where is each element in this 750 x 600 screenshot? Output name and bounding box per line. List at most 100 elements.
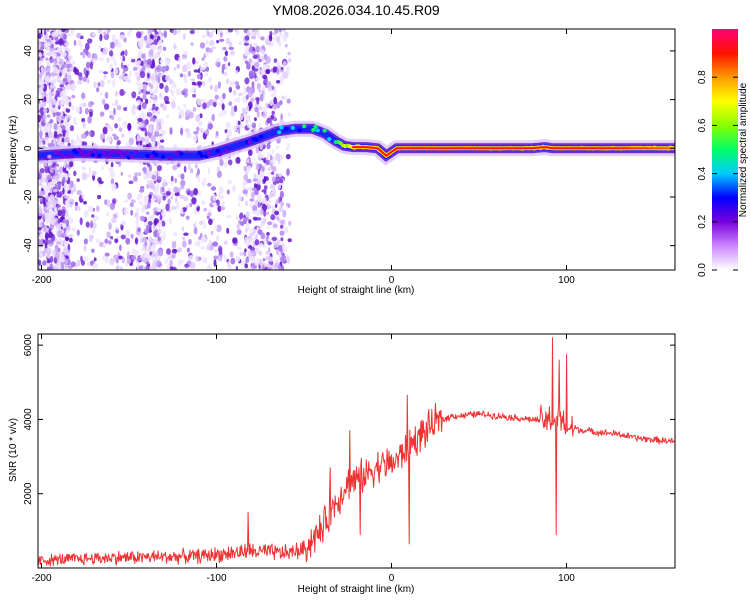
spectral-energy-dot [266,263,271,268]
spectral-energy-dot [61,129,67,134]
spectral-energy-dot [39,79,45,86]
spectral-energy-dot [166,263,170,270]
spectral-energy-dot [130,199,136,204]
spectral-energy-dot [61,172,68,178]
spectral-energy-dot [244,216,249,222]
spectral-energy-dot [137,60,142,64]
spectral-energy-dot [237,120,241,125]
spectral-energy-dot [259,93,264,102]
spectral-energy-dot [179,194,185,200]
ridge-amplitude-dot [69,154,75,159]
spectral-energy-dot [170,180,174,186]
spectral-energy-dot [283,227,289,234]
spectral-energy-dot [244,60,249,64]
spectral-energy-dot [227,180,233,185]
spectral-energy-dot [263,209,267,217]
spectral-energy-dot [193,130,199,135]
spectral-energy-dot [230,257,236,265]
spectral-energy-dot [38,32,42,40]
spectral-energy-dot [140,123,145,129]
spectral-energy-dot [269,35,273,42]
spectral-energy-dot [74,201,79,206]
spectral-energy-dot [152,109,156,115]
spectral-energy-dot [184,76,187,81]
spectral-energy-dot [82,121,86,129]
colorbar-tick-label: 0.4 [697,166,708,180]
spectral-energy-dot [180,112,185,119]
spectral-energy-dot [271,176,276,183]
spectral-energy-dot [145,211,150,215]
spectral-energy-dot [59,258,65,263]
spectral-energy-dot [237,92,243,97]
spectral-energy-dot [158,95,164,100]
spectral-energy-dot [236,29,240,36]
spectral-energy-dot [114,68,119,75]
spectral-energy-dot [171,248,177,254]
spectral-energy-dot [158,263,163,267]
spectral-energy-dot [171,252,176,259]
spectral-energy-dot [161,210,166,218]
spectral-energy-dot [166,115,170,119]
spectral-energy-dot [214,225,218,230]
spectral-energy-dot [148,215,152,220]
spectral-energy-dot [100,57,104,62]
spectral-energy-dot [128,70,132,78]
spectral-energy-dot [269,193,276,197]
spectral-energy-dot [218,186,224,195]
spectral-energy-dot [265,256,270,261]
spectral-energy-dot [155,81,159,90]
spectral-energy-dot [230,50,235,56]
colorbar-label: Normalized spectral amplitude [738,82,749,217]
spectral-energy-dot [195,60,198,64]
spectral-energy-dot [97,82,101,87]
spectral-energy-dot [154,29,157,33]
spectral-energy-dot [256,110,260,118]
spectral-energy-dot [115,228,120,234]
spectral-energy-dot [185,205,189,210]
spectral-energy-dot [244,248,247,253]
spectral-energy-dot [248,186,253,192]
spectral-energy-dot [142,88,148,97]
spectral-energy-dot [99,33,103,42]
spectral-energy-dot [269,183,276,190]
spectral-energy-dot [250,191,256,199]
spectral-energy-dot [108,126,114,132]
spectral-energy-dot [245,239,250,247]
ridge-core-red [352,146,675,157]
spectral-energy-dot [251,122,256,129]
spectral-energy-dot [172,266,177,270]
spectral-energy-dot [145,91,151,95]
spectral-energy-dot [246,223,250,230]
spectral-energy-dot [43,29,47,36]
spectral-energy-dot [83,67,87,75]
spectral-energy-dot [56,241,61,245]
spectral-energy-dot [64,195,70,199]
spectral-energy-dot [123,65,128,68]
spectral-energy-dot [161,186,165,193]
spectral-energy-dot [82,102,87,107]
spectral-energy-dot [38,60,41,67]
spectral-energy-dot [222,92,226,100]
spectral-energy-dot [47,183,51,191]
spectral-energy-dot [174,177,177,184]
spectral-energy-dot [214,84,219,93]
spectral-energy-dot [233,105,238,113]
spectral-energy-dot [113,59,117,67]
spectral-energy-dot [114,238,119,244]
spectral-energy-dot [38,104,41,111]
spectral-energy-dot [235,70,238,74]
spectral-energy-dot [162,195,166,201]
spectral-energy-dot [107,135,111,141]
spectral-energy-dot [87,173,91,178]
spectral-energy-dot [72,140,78,145]
spectral-energy-dot [80,255,83,263]
spectral-energy-dot [130,58,136,63]
spectral-energy-dot [118,75,123,80]
spectral-energy-dot [200,246,206,250]
spectral-energy-dot [158,228,163,234]
spectral-energy-dot [120,171,124,176]
spectrogram-ridge [38,120,675,166]
spectral-energy-dot [287,256,290,264]
